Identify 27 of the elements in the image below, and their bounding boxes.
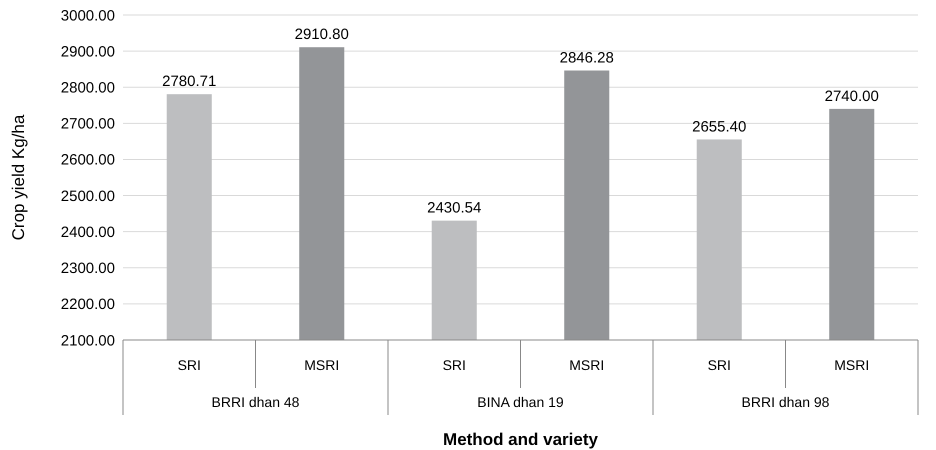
x-tick-label: SRI xyxy=(178,357,201,373)
x-tick-label: MSRI xyxy=(569,357,604,373)
x-tick-label: MSRI xyxy=(304,357,340,373)
y-tick-label: 2400.00 xyxy=(60,224,115,241)
x-tick-label: SRI xyxy=(708,357,731,373)
text: BINA dhan 19 xyxy=(477,394,564,410)
y-tick-label: 3000.00 xyxy=(60,7,115,24)
text: BRRI dhan 48 xyxy=(212,394,300,410)
data-label: 2910.80 xyxy=(294,26,349,44)
x-tick-label: MSRI xyxy=(834,357,870,373)
y-tick-label: 2700.00 xyxy=(60,116,115,133)
y-tick-label: 2900.00 xyxy=(60,43,115,60)
y-tick-label: 2600.00 xyxy=(60,152,115,169)
data-label: 2655.40 xyxy=(692,118,746,136)
data-label: 2740.00 xyxy=(824,88,879,105)
data-label: 2780.71 xyxy=(162,73,216,90)
y-tick-label: 2100.00 xyxy=(60,332,115,350)
x-tick-label: SRI xyxy=(442,357,466,373)
y-axis-title: Crop yield Kg/ha xyxy=(9,114,28,240)
x-axis-title: Method and variety xyxy=(443,430,598,449)
text: BRRI dhan 98 xyxy=(742,394,830,410)
data-label: 2430.54 xyxy=(427,200,482,217)
y-tick-label: 2200.00 xyxy=(60,296,115,314)
y-tick-label: 2300.00 xyxy=(60,260,115,278)
y-tick-label: 2800.00 xyxy=(60,79,115,96)
y-tick-label: 2500.00 xyxy=(60,188,115,205)
data-label: 2846.28 xyxy=(560,50,614,67)
